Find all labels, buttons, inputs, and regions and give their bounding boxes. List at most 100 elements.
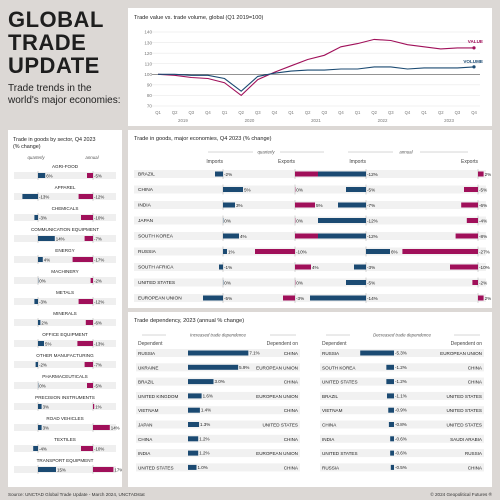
- sector-label: ROAD VEHICLES: [46, 416, 83, 421]
- bar-label: 1%: [228, 249, 235, 254]
- line-chart: Trade value vs. trade volume, global (Q1…: [134, 15, 483, 123]
- bar-quarterly: [35, 362, 38, 367]
- dependency-bar: [188, 393, 202, 399]
- x-tick-label: Q1: [355, 110, 361, 115]
- sector-label: PHARMACEUTICALS: [42, 374, 87, 379]
- bar-label: 2%: [485, 296, 492, 301]
- bar-a_exp: [402, 249, 478, 254]
- dependent-on-label: UNITED STATES: [446, 423, 482, 428]
- bar-q_exp: [295, 233, 319, 239]
- bar-label-quarterly: 15%: [57, 467, 66, 472]
- bar-a_imp: [318, 233, 366, 239]
- economies-chart-title: Trade in goods, major economies, Q4 2023…: [134, 136, 272, 142]
- row-background: [134, 278, 486, 287]
- bar-label: -5%: [479, 187, 487, 192]
- title-block: GLOBAL TRADE UPDATE Trade trends in the …: [8, 8, 122, 128]
- bar-label: 5%: [316, 203, 323, 208]
- dependency-bar: [188, 350, 249, 356]
- bar-label: -0.6%: [395, 436, 407, 441]
- row-background: [14, 445, 116, 452]
- dependent-on-label: CHINA: [468, 380, 483, 385]
- bar-q_imp: [223, 202, 235, 208]
- bar-annual: [77, 341, 93, 346]
- x-tick-label: Q4: [471, 110, 477, 115]
- dependent-on-label: SAUDI ARABIA: [450, 437, 483, 442]
- economies-chart: Trade in goods, major economies, Q4 2023…: [134, 136, 492, 303]
- series-label: VALUE: [468, 39, 483, 44]
- bar-label-quarterly: -3%: [39, 215, 47, 220]
- dependent-on-label: EUROPEAN UNION: [256, 451, 298, 456]
- bar-label: 5.9%: [239, 365, 249, 370]
- bar-label: 4%: [240, 234, 247, 239]
- dependent-label: VIETNAM: [138, 408, 159, 413]
- row-background: [136, 463, 300, 472]
- dependency-bar: [188, 364, 239, 370]
- column-header-dependent-on: Dependent on: [451, 341, 483, 347]
- bar-label: -2%: [224, 172, 232, 177]
- header-annual: annual: [399, 150, 413, 155]
- bar-q_imp: [223, 233, 239, 239]
- bar-label: 3.0%: [215, 379, 225, 384]
- page-title: GLOBAL TRADE UPDATE: [8, 8, 122, 77]
- bar-quarterly: [38, 236, 55, 241]
- bar-label-quarterly: -13%: [39, 194, 49, 199]
- bar-label-quarterly: 3%: [43, 425, 49, 430]
- dependent-label: BRAZIL: [322, 394, 339, 399]
- bar-label-quarterly: -3%: [39, 299, 47, 304]
- economy-label: RUSSIA: [138, 249, 157, 255]
- group-header: Increased trade dependence: [190, 333, 246, 338]
- bar-label-quarterly: 6%: [46, 173, 52, 178]
- bar-q_imp: [219, 264, 223, 270]
- row-background: [136, 406, 300, 415]
- dependent-on-label: CHINA: [468, 465, 483, 470]
- title-line-2: TRADE: [8, 30, 87, 55]
- row-background: [320, 363, 484, 372]
- row-background: [134, 247, 486, 256]
- bar-a_exp: [455, 233, 478, 239]
- bar-a_exp: [450, 264, 478, 270]
- row-background: [14, 214, 116, 221]
- dependent-on-label: CHINA: [284, 408, 299, 413]
- y-tick-label: 140: [144, 30, 152, 35]
- row-background: [136, 434, 300, 443]
- bar-label: 2%: [485, 172, 492, 177]
- dependency-bar: [386, 379, 394, 385]
- year-label: 2020: [245, 118, 255, 123]
- dependency-bar: [388, 422, 394, 427]
- dependency-chart: Trade dependency, 2023 (annual % change)…: [134, 318, 484, 472]
- bar-a_exp: [472, 280, 478, 285]
- year-label: 2021: [311, 118, 321, 123]
- row-background: [14, 466, 116, 473]
- bar-a_exp: [478, 171, 484, 177]
- bar-annual: [93, 404, 95, 409]
- bar-label-quarterly: 4%: [44, 257, 50, 262]
- bar-label: -1.2%: [395, 365, 407, 370]
- dependency-bar: [386, 393, 394, 399]
- bar-quarterly: [38, 173, 46, 178]
- economy-label: JAPAN: [138, 218, 154, 224]
- row-background: [14, 403, 116, 410]
- column-header-dependent: Dependent: [138, 341, 163, 347]
- row-background: [320, 434, 484, 443]
- bar-label-quarterly: 5%: [45, 341, 51, 346]
- header-quarterly: quarterly: [257, 150, 275, 155]
- group-header: Decreased trade dependence: [373, 333, 431, 338]
- x-tick-label: Q4: [272, 110, 278, 115]
- bar-label: -8%: [479, 234, 487, 239]
- bar-label: 1.2%: [199, 436, 209, 441]
- bar-quarterly: [34, 215, 38, 220]
- bar-a_exp: [461, 202, 478, 208]
- bar-annual: [84, 362, 93, 367]
- dependent-on-label: CHINA: [284, 465, 299, 470]
- x-tick-label: Q2: [238, 110, 244, 115]
- bar-a_imp: [338, 202, 366, 208]
- bar-label: 3%: [236, 203, 243, 208]
- bar-label-annual: -10%: [94, 215, 104, 220]
- x-tick-label: Q4: [205, 110, 211, 115]
- bar-label: 1.0%: [198, 465, 208, 470]
- bar-label: -10%: [296, 249, 307, 254]
- bar-a_imp: [318, 171, 366, 177]
- sector-label: APPAREL: [55, 185, 76, 190]
- dependency-bar: [188, 379, 214, 385]
- sector-chart-title-unit: (% change): [13, 144, 41, 150]
